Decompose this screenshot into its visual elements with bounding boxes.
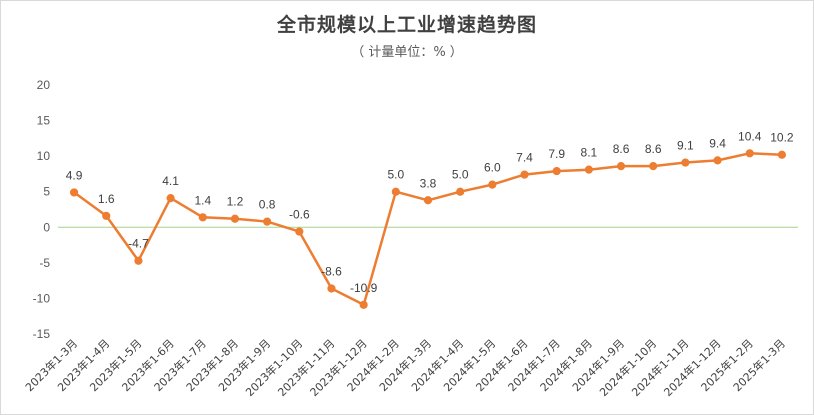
data-label: 4.9 (66, 168, 83, 182)
y-tick-label: 10 (37, 149, 51, 163)
x-tick-label: 2023年1-10月 (243, 336, 306, 399)
data-label: -10.9 (350, 281, 378, 295)
data-label: 8.1 (581, 146, 598, 160)
data-point (359, 300, 368, 309)
data-point (327, 284, 336, 293)
y-tick-label: -5 (39, 256, 50, 270)
data-label: 9.1 (677, 139, 694, 153)
y-tick-label: -10 (33, 291, 51, 305)
x-tick-label: 2024年1-12月 (661, 336, 724, 399)
data-label: 6.0 (484, 161, 501, 175)
y-tick-label: -15 (33, 327, 51, 341)
data-point (423, 196, 433, 205)
data-point (166, 194, 175, 203)
data-label: 7.9 (548, 147, 565, 161)
data-point (263, 217, 272, 226)
x-tick-label: 2024年1-10月 (596, 336, 659, 399)
data-label: -4.7 (128, 237, 149, 251)
data-label: 5.0 (387, 168, 404, 182)
y-tick-label: 20 (37, 78, 51, 92)
data-label: 7.4 (516, 151, 533, 165)
data-point (488, 180, 497, 189)
data-labels: 4.9 1.6 -4.7 4.1 1.4 1.2 0.8 -0.6 -8.6 -10.9 5.0 3.… (66, 129, 794, 295)
data-point (552, 166, 561, 176)
data-label: -0.6 (289, 208, 310, 222)
data-label: 10.2 (770, 131, 794, 145)
data-point (198, 213, 207, 222)
data-point (616, 162, 626, 171)
chart-title: 全市规模以上工业增速趋势图 (276, 14, 537, 36)
x-tick-label: 2023年1-12月 (307, 336, 370, 399)
data-point (520, 170, 529, 179)
x-tick-label: 2023年1-11月 (275, 336, 338, 399)
data-label: 1.6 (98, 192, 115, 206)
y-tick-label: 5 (43, 185, 50, 199)
data-point (713, 156, 722, 165)
data-point (777, 150, 787, 159)
data-label: 1.4 (194, 193, 211, 207)
data-label: 3.8 (420, 176, 437, 190)
data-point (649, 162, 658, 171)
data-label: 1.2 (227, 195, 244, 209)
data-point (230, 214, 240, 223)
data-points (69, 149, 787, 309)
data-label: 4.1 (162, 174, 179, 188)
data-point (134, 256, 143, 265)
y-axis-ticks: 20 15 10 5 0 -5 -10 -15 (33, 78, 51, 341)
data-point (391, 187, 400, 196)
data-label: 0.8 (259, 198, 276, 212)
data-point (584, 165, 593, 174)
chart-subtitle: （ 计量单位：% ） (351, 45, 463, 60)
data-point (745, 149, 754, 158)
data-point (681, 158, 690, 167)
data-label: 5.0 (452, 168, 469, 182)
data-label: 8.6 (645, 142, 662, 156)
data-label: 9.4 (709, 136, 726, 150)
data-point (102, 211, 111, 221)
data-label: 10.4 (738, 129, 762, 143)
x-axis-ticks: 2023年1-3月2023年1-4月2023年1-5月2023年1-6月2023… (22, 336, 788, 399)
y-tick-label: 0 (43, 220, 50, 234)
data-label: 8.6 (613, 142, 630, 156)
x-tick-label: 2024年1-11月 (629, 336, 692, 399)
y-tick-label: 15 (37, 114, 51, 128)
data-point (295, 227, 304, 236)
data-label: -8.6 (321, 264, 342, 278)
data-point (456, 187, 465, 196)
data-point (69, 188, 79, 197)
